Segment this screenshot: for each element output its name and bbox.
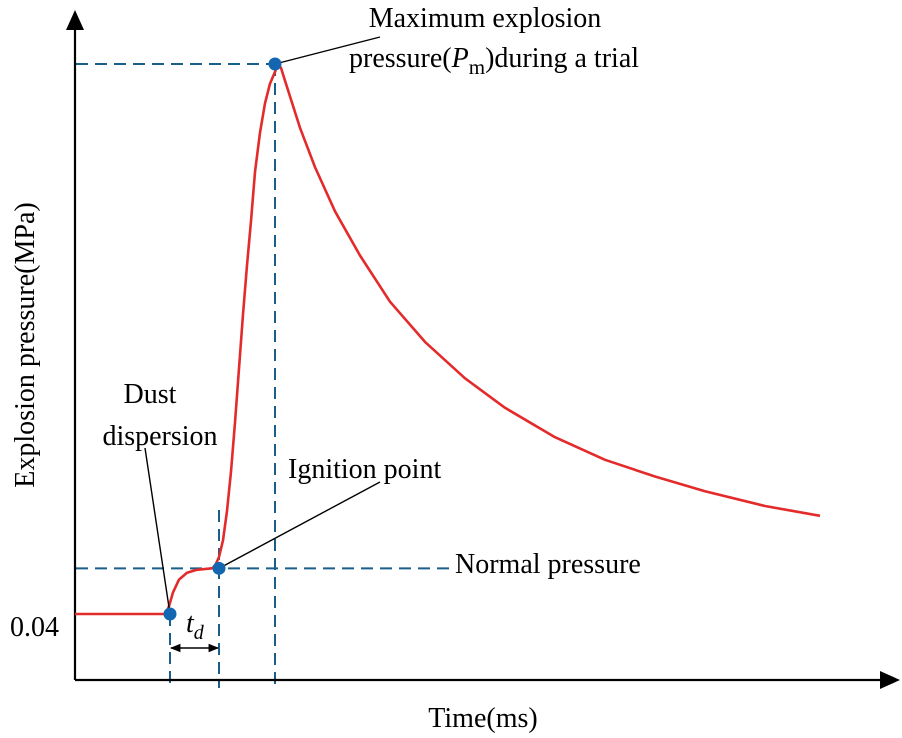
- y-axis-label: Explosion pressure(MPa): [10, 202, 41, 487]
- dust-dispersion-marker: [163, 607, 177, 621]
- max-annotation-pre: pressure(: [349, 43, 452, 74]
- x-axis-arrow: [880, 671, 900, 689]
- td-label-main: t: [186, 608, 195, 639]
- y-tick-label: 0.04: [10, 612, 59, 643]
- guide-lines: [76, 63, 450, 688]
- normal-pressure-label: Normal pressure: [455, 549, 641, 580]
- ignition-point-marker: [212, 561, 226, 575]
- td-label: td: [186, 608, 205, 644]
- max-annotation-post: )during a trial: [485, 43, 639, 74]
- dust-annotation-line1: Dust: [124, 379, 177, 410]
- x-axis-label: Time(ms): [428, 703, 537, 734]
- maximum-pressure-marker: [268, 57, 282, 71]
- y-axis-arrow: [66, 10, 84, 30]
- dust-leader: [144, 447, 171, 615]
- max-annotation-subscript: m: [469, 55, 485, 79]
- pressure-curve-series: [75, 62, 821, 616]
- marker-points: [163, 57, 282, 621]
- ignition-leader: [218, 481, 381, 569]
- td-label-sub: d: [194, 622, 205, 644]
- max-annotation-line2: pressure(Pm)during a trial: [349, 43, 639, 79]
- max-annotation-line1: Maximum explosion: [369, 3, 602, 34]
- dust-annotation-line2: dispersion: [102, 421, 217, 452]
- max-annotation-symbol: P: [451, 43, 469, 74]
- ignition-annotation: Ignition point: [288, 454, 441, 485]
- max-pressure-leader: [274, 36, 381, 65]
